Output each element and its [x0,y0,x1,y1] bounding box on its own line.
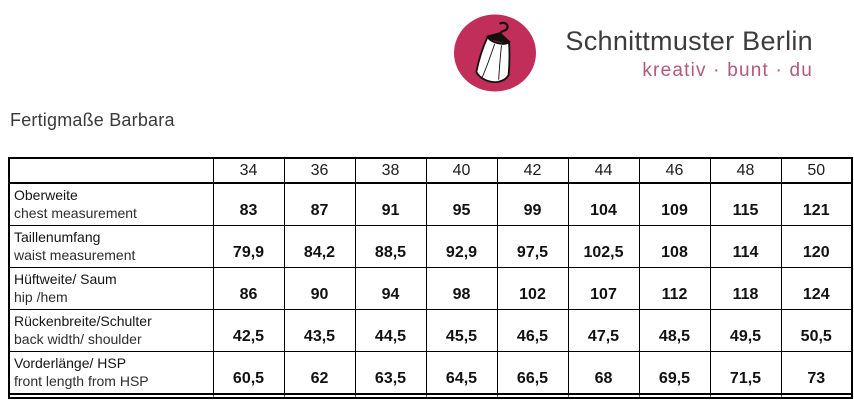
measurement-cell: 66,5 [496,351,569,395]
row-label-de: Hüftweite/ Saum [14,271,117,287]
measurement-cell: 102 [496,267,569,310]
row-label-cell: Hüftweite/ Saum hip /hem [8,267,214,310]
row-label-cell: Taillenumfang waist measurement [8,225,214,268]
measurement-cell: 107 [567,267,640,310]
measurement-cell: 91 [354,182,427,226]
table-row: Rückenbreite/Schulter back width/ shoulde… [8,309,853,352]
measurement-cell: 83 [212,182,285,226]
measurement-cell: 47,5 [567,309,640,352]
measurement-cell: 109 [638,182,711,226]
measurement-cell: 71,5 [709,351,782,395]
size-column-header: 50 [780,157,853,184]
measurement-cell: 50,5 [780,309,853,352]
measurement-cell: 115 [709,182,782,226]
measurement-cell: 104 [567,182,640,226]
measurement-cell: 120 [780,225,853,268]
measurement-cell: 108 [638,225,711,268]
measurement-cell: 98 [425,267,498,310]
measurement-cell: 79,9 [212,225,285,268]
size-column-header: 40 [425,157,498,184]
measurement-cell: 86 [212,267,285,310]
measurement-cell: 112 [638,267,711,310]
row-label-en: hip /hem [14,289,68,305]
table-row: Hüftweite/ Saum hip /hem 86 90 94 98 102 107 112… [8,267,853,310]
measurement-cell: 121 [780,182,853,226]
row-label-de: Taillenumfang [14,229,101,245]
row-label-cell: Vorderlänge/ HSP front length from HSP [8,351,214,395]
table-row: Vorderlänge/ HSP front length from HSP 60,… [8,351,853,395]
measurement-cell: 48,5 [638,309,711,352]
measurement-cell: 49,5 [709,309,782,352]
measurement-cell: 95 [425,182,498,226]
measurement-cell: 44,5 [354,309,427,352]
row-label-en: chest measurement [14,205,137,221]
measurement-cell: 87 [283,182,356,226]
measurement-cell: 68 [567,351,640,395]
measurement-cell: 69,5 [638,351,711,395]
row-label-de: Oberweite [14,187,78,203]
corner-cell [8,157,214,184]
table-header-row: 34 36 38 40 42 44 46 48 50 [8,157,853,184]
measurement-cell: 102,5 [567,225,640,268]
row-label-cell: Rückenbreite/Schulter back width/ shoulde… [8,309,214,352]
measurement-cell: 88,5 [354,225,427,268]
brand-name: Schnittmuster Berlin [565,26,813,56]
measurement-cell: 60,5 [212,351,285,395]
size-column-header: 46 [638,157,711,184]
measurement-cell: 84,2 [283,225,356,268]
measurement-cell: 42,5 [212,309,285,352]
size-column-header: 42 [496,157,569,184]
measurement-cell: 99 [496,182,569,226]
measurement-cell: 43,5 [283,309,356,352]
size-column-header: 36 [283,157,356,184]
measurement-cell: 62 [283,351,356,395]
table-row: Taillenumfang waist measurement 79,9 84,2 88… [8,225,853,268]
measurement-cell: 97,5 [496,225,569,268]
page-title: Fertigmaße Barbara [10,110,175,130]
table-row: Oberweite chest measurement 83 87 91 95 99 104 1… [8,182,853,226]
measurement-cell: 73 [780,351,853,395]
measurement-cell: 94 [354,267,427,310]
brand-text-block: Schnittmuster Berlin kreativ · bunt · du [551,13,813,82]
row-label-de: Rückenbreite/Schulter [14,313,152,329]
clipped-next-row [8,393,853,399]
measurement-cell: 45,5 [425,309,498,352]
measurement-cell: 92,9 [425,225,498,268]
measurement-cell: 63,5 [354,351,427,395]
measurement-cell: 124 [780,267,853,310]
row-label-en: back width/ shoulder [14,331,142,347]
size-column-header: 48 [709,157,782,184]
brand-tagline: kreativ · bunt · du [642,60,813,81]
brand-header: Schnittmuster Berlin kreativ · bunt · du [453,13,813,93]
row-label-de: Vorderlänge/ HSP [14,355,127,371]
dress-on-hanger-icon [454,14,536,92]
size-table: 34 36 38 40 42 44 46 48 50 Oberweite chest measure… [8,157,853,399]
measurement-cell: 46,5 [496,309,569,352]
row-label-cell: Oberweite chest measurement [8,182,214,226]
measurement-cell: 114 [709,225,782,268]
measurement-cell: 64,5 [425,351,498,395]
size-column-header: 34 [212,157,285,184]
measurement-cell: 118 [709,267,782,310]
size-column-header: 38 [354,157,427,184]
measurement-cell: 90 [283,267,356,310]
size-column-header: 44 [567,157,640,184]
row-label-en: front length from HSP [14,373,149,389]
row-label-en: waist measurement [14,247,136,263]
